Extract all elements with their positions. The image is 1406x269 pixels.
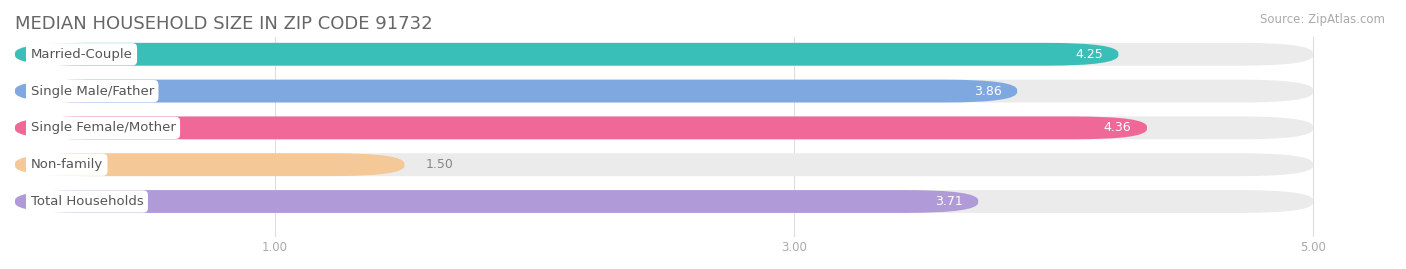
FancyBboxPatch shape (15, 43, 1313, 66)
Text: Non-family: Non-family (31, 158, 103, 171)
FancyBboxPatch shape (15, 116, 1313, 139)
Text: 3.86: 3.86 (974, 84, 1001, 98)
FancyBboxPatch shape (15, 43, 1118, 66)
FancyBboxPatch shape (15, 116, 1147, 139)
Text: 4.25: 4.25 (1076, 48, 1102, 61)
Text: Source: ZipAtlas.com: Source: ZipAtlas.com (1260, 13, 1385, 26)
FancyBboxPatch shape (15, 80, 1017, 102)
Text: Single Female/Mother: Single Female/Mother (31, 121, 176, 134)
Text: 1.50: 1.50 (425, 158, 453, 171)
FancyBboxPatch shape (15, 80, 1313, 102)
FancyBboxPatch shape (15, 190, 1313, 213)
FancyBboxPatch shape (15, 190, 979, 213)
Text: MEDIAN HOUSEHOLD SIZE IN ZIP CODE 91732: MEDIAN HOUSEHOLD SIZE IN ZIP CODE 91732 (15, 15, 433, 33)
Text: Total Households: Total Households (31, 195, 143, 208)
Text: Single Male/Father: Single Male/Father (31, 84, 153, 98)
Text: 3.71: 3.71 (935, 195, 963, 208)
Text: Married-Couple: Married-Couple (31, 48, 132, 61)
FancyBboxPatch shape (15, 153, 1313, 176)
Text: 4.36: 4.36 (1104, 121, 1132, 134)
FancyBboxPatch shape (15, 153, 405, 176)
